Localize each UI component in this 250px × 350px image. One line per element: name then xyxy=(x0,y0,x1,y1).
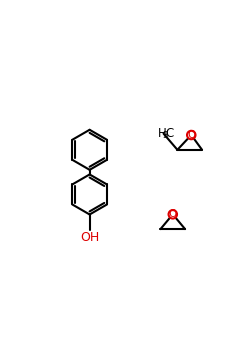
Circle shape xyxy=(168,210,177,218)
Text: O: O xyxy=(187,130,196,140)
Text: O: O xyxy=(169,209,177,219)
Text: 3: 3 xyxy=(163,131,168,140)
Text: OH: OH xyxy=(80,231,99,244)
Circle shape xyxy=(187,131,196,139)
Text: H: H xyxy=(158,127,166,140)
Text: C: C xyxy=(166,127,174,140)
